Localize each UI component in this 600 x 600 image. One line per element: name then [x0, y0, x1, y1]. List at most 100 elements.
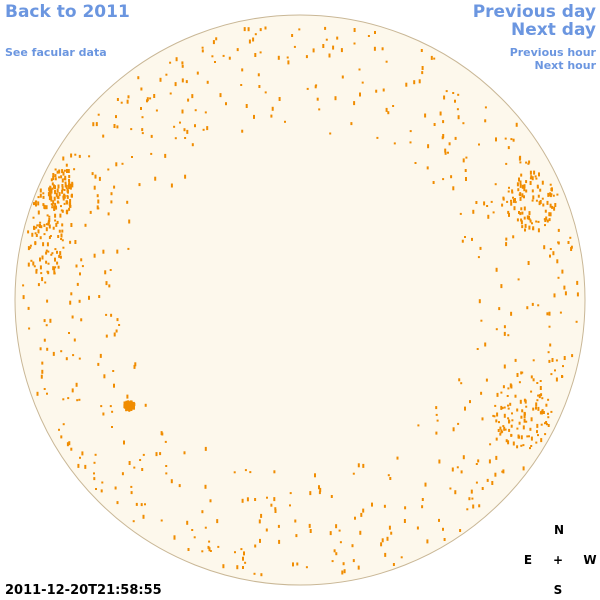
faculae	[22, 26, 579, 577]
facula	[134, 362, 137, 367]
next-day-link[interactable]: Next day	[511, 20, 596, 40]
facula	[46, 299, 49, 303]
facula	[456, 108, 459, 111]
facula	[392, 563, 395, 566]
facula	[141, 116, 144, 119]
facula	[519, 155, 522, 160]
facula	[502, 469, 505, 474]
facula	[544, 209, 547, 213]
facula	[292, 562, 294, 567]
prev-day-link[interactable]: Previous day	[473, 2, 596, 22]
facula	[51, 204, 54, 207]
facula	[477, 256, 480, 259]
facula	[80, 258, 83, 262]
facula	[164, 153, 167, 158]
facula	[367, 35, 370, 37]
compass-north: N	[554, 523, 564, 537]
facula	[184, 174, 187, 179]
facula	[507, 440, 510, 445]
facula	[93, 185, 96, 190]
facula	[88, 295, 90, 300]
facula	[421, 71, 424, 75]
facula	[215, 37, 218, 41]
facula	[484, 106, 487, 109]
facula	[498, 307, 501, 311]
facula	[390, 531, 393, 535]
facula	[96, 194, 99, 198]
facula	[525, 189, 528, 193]
facula	[183, 451, 186, 455]
facula	[351, 544, 354, 548]
facula	[110, 192, 113, 196]
facula	[42, 242, 45, 247]
back-link[interactable]: Back to 2011	[5, 2, 130, 22]
facula	[544, 433, 547, 436]
facula	[45, 251, 48, 255]
facula	[530, 375, 533, 379]
compass-south: S	[554, 583, 563, 597]
facula	[64, 178, 67, 181]
prev-hour-link[interactable]: Previous hour	[510, 46, 597, 59]
facula	[536, 184, 539, 188]
facula	[438, 518, 440, 522]
facula	[206, 80, 209, 84]
facula	[111, 426, 113, 428]
facula	[539, 412, 542, 415]
facula	[46, 242, 49, 247]
facula	[52, 200, 55, 205]
facula	[244, 469, 247, 472]
facula	[537, 194, 540, 198]
facula	[503, 406, 506, 409]
facula	[74, 240, 77, 244]
facula	[204, 484, 207, 489]
facula	[396, 456, 399, 460]
facula	[130, 491, 133, 495]
facula	[393, 142, 396, 145]
facula	[204, 111, 207, 114]
facula	[357, 463, 360, 468]
facula	[127, 95, 130, 99]
facula	[477, 459, 480, 463]
facula	[508, 212, 510, 217]
facula	[518, 421, 521, 425]
facula	[173, 125, 176, 128]
facula	[442, 527, 444, 531]
facula	[530, 175, 533, 179]
facula	[110, 313, 113, 317]
facula	[264, 26, 267, 30]
facula	[507, 190, 510, 193]
facula	[523, 216, 526, 220]
facula	[51, 187, 54, 190]
facula	[550, 410, 553, 413]
facula	[319, 487, 322, 492]
facula	[528, 435, 530, 438]
facula	[286, 56, 289, 59]
facula	[318, 485, 320, 490]
facula	[493, 415, 496, 418]
facula	[79, 272, 81, 276]
facula	[67, 169, 70, 173]
facula	[547, 192, 550, 197]
facula	[73, 338, 76, 342]
facula	[129, 400, 132, 403]
facula	[549, 343, 552, 347]
next-hour-link[interactable]: Next hour	[535, 59, 597, 72]
facula	[494, 472, 497, 477]
facula	[132, 520, 135, 523]
facula	[549, 183, 552, 186]
facula	[69, 185, 72, 190]
facula	[510, 311, 513, 316]
facula	[110, 200, 113, 204]
facular-link[interactable]: See facular data	[5, 46, 107, 59]
facula	[93, 472, 95, 475]
facula	[29, 246, 32, 249]
facula	[498, 421, 500, 424]
facula	[421, 66, 424, 70]
facula	[37, 196, 40, 199]
facula	[244, 561, 247, 564]
facula	[67, 189, 69, 194]
facula	[62, 171, 65, 176]
facula	[531, 189, 534, 193]
facula	[469, 400, 471, 404]
facula	[52, 266, 55, 271]
